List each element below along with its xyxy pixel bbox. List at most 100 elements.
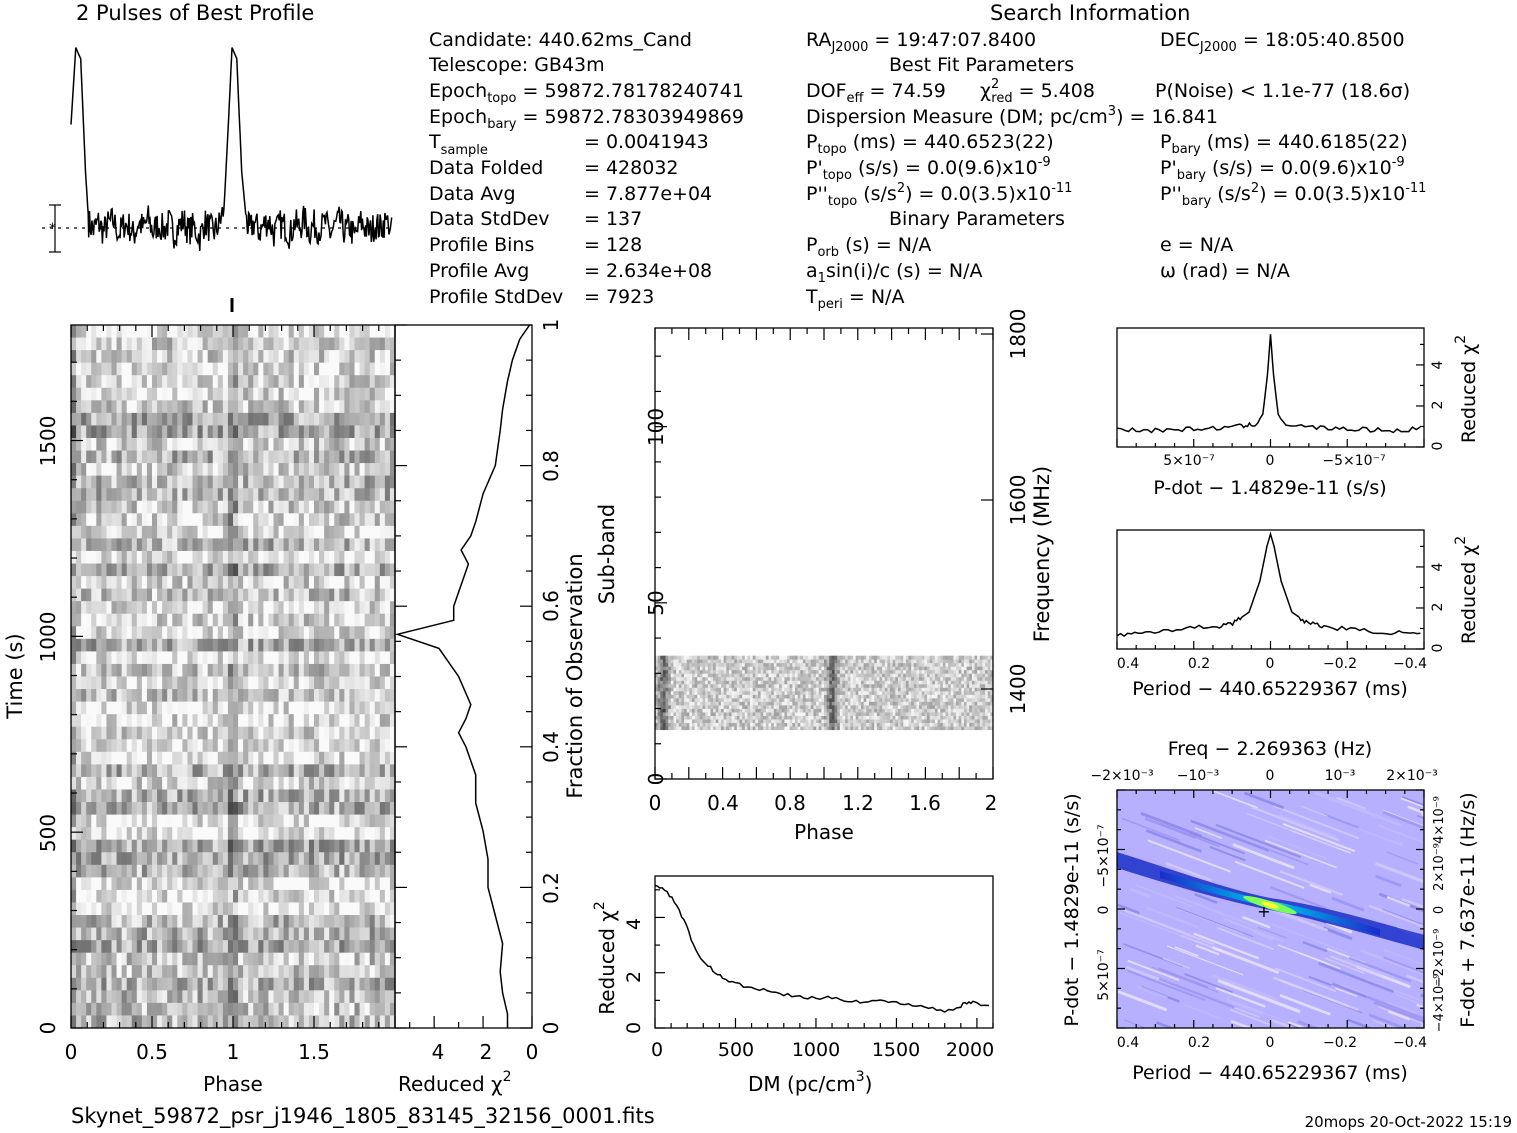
time-phase-cell: [364, 638, 371, 652]
time-phase-cell: [364, 852, 371, 866]
subband-cell: [887, 722, 891, 727]
time-phase-cell: [101, 915, 107, 928]
time-phase-cell: [192, 701, 198, 715]
subband-cell: [713, 726, 717, 731]
subband-cell: [763, 715, 767, 720]
subband-cell: [760, 697, 764, 702]
time-phase-cell: [354, 387, 360, 401]
time-phase-cell: [334, 488, 340, 502]
time-phase-cell: [389, 375, 396, 389]
time-phase-cell: [126, 525, 133, 539]
subband-cell: [736, 715, 740, 720]
time-phase-cell: [384, 375, 391, 389]
time-phase-cell: [374, 889, 381, 903]
subband-cell: [655, 708, 659, 713]
time-phase-cell: [359, 814, 366, 828]
time-phase-cell: [293, 927, 300, 941]
time-phase-cell: [182, 626, 188, 640]
subband-cell: [868, 722, 872, 727]
time-phase-cell: [329, 563, 335, 577]
time-phase-cell: [76, 739, 82, 753]
time-phase-cell: [268, 940, 274, 954]
time-phase-cell: [253, 450, 259, 464]
time-phase-cell: [374, 450, 381, 464]
subband-cell: [834, 694, 838, 699]
subband-cell: [773, 722, 777, 727]
time-phase-cell: [258, 839, 264, 853]
time-phase-cell: [298, 488, 305, 502]
subband-cell: [728, 726, 732, 731]
time-phase-cell: [273, 839, 279, 853]
time-phase-cell: [263, 701, 269, 715]
subband-cell: [755, 715, 759, 720]
time-phase-cell: [374, 538, 381, 552]
time-phase-cell: [268, 550, 274, 564]
time-phase-cell: [146, 588, 153, 602]
time-phase-cell: [344, 337, 350, 351]
subband-cell: [808, 712, 812, 716]
time-phase-cell: [374, 550, 381, 564]
subband-cell: [757, 705, 762, 709]
time-phase-cell: [344, 362, 350, 376]
time-phase-cell: [71, 915, 77, 928]
time-phase-cell: [172, 714, 178, 728]
time-phase-cell: [126, 576, 133, 590]
time-phase-cell: [324, 588, 330, 602]
time-phase-cell: [111, 638, 117, 652]
time-phase-cell: [207, 576, 214, 590]
time-phase-cell: [187, 827, 193, 841]
subband-cell: [678, 694, 682, 699]
time-phase-cell: [177, 952, 183, 966]
time-phase-cell: [389, 927, 396, 941]
time-phase-cell: [157, 638, 163, 652]
time-phase-cell: [76, 676, 82, 690]
time-phase-cell: [359, 739, 366, 753]
time-phase-cell: [248, 977, 254, 991]
subband-cell: [932, 719, 936, 724]
subband-cell: [802, 726, 806, 731]
time-phase-cell: [344, 626, 350, 640]
time-phase-cell: [243, 827, 249, 841]
time-phase-cell: [157, 776, 163, 790]
subband-cell: [866, 715, 870, 720]
time-phase-cell: [81, 714, 87, 728]
subband-cell: [707, 715, 711, 720]
subband-cell: [792, 715, 796, 720]
time-phase-cell: [146, 500, 153, 514]
subband-cell: [985, 708, 989, 713]
time-phase-cell: [207, 965, 214, 979]
time-phase-cell: [293, 350, 300, 364]
time-phase-cell: [243, 927, 249, 941]
time-phase-cell: [384, 927, 391, 941]
time-phase-cell: [101, 488, 107, 502]
time-phase-cell: [207, 588, 214, 602]
dm-line: Dispersion Measure (DM; pc/cm3) = 16.841: [806, 104, 1218, 128]
time-phase-cell: [354, 350, 360, 364]
time-phase-cell: [187, 576, 193, 590]
subband-cell: [948, 722, 952, 727]
subband-cell: [771, 712, 775, 716]
subband-cell: [982, 719, 986, 724]
time-phase-cell: [121, 889, 128, 903]
dof-line: DOFeff = 74.59: [806, 80, 946, 106]
time-phase-cell: [141, 977, 148, 991]
time-phase-cell: [136, 475, 143, 489]
subband-cell: [662, 694, 666, 699]
time-phase-cell: [364, 563, 371, 577]
subband-cell: [757, 708, 762, 713]
time-phase-cell: [222, 601, 229, 615]
time-phase-cell: [263, 739, 269, 753]
subband-cell: [768, 715, 772, 720]
time-phase-cell: [136, 751, 143, 765]
time-phase-cell: [263, 965, 269, 979]
time-phase-cell: [91, 412, 97, 426]
subband-cell: [897, 705, 901, 709]
time-phase-cell: [354, 739, 360, 753]
subband-cell: [990, 722, 994, 727]
subband-cell: [913, 719, 917, 724]
subband-cell: [934, 708, 938, 713]
time-phase-cell: [172, 726, 178, 740]
time-phase-cell: [136, 889, 143, 903]
time-phase-cell: [101, 802, 107, 815]
subband-cell: [744, 712, 748, 716]
